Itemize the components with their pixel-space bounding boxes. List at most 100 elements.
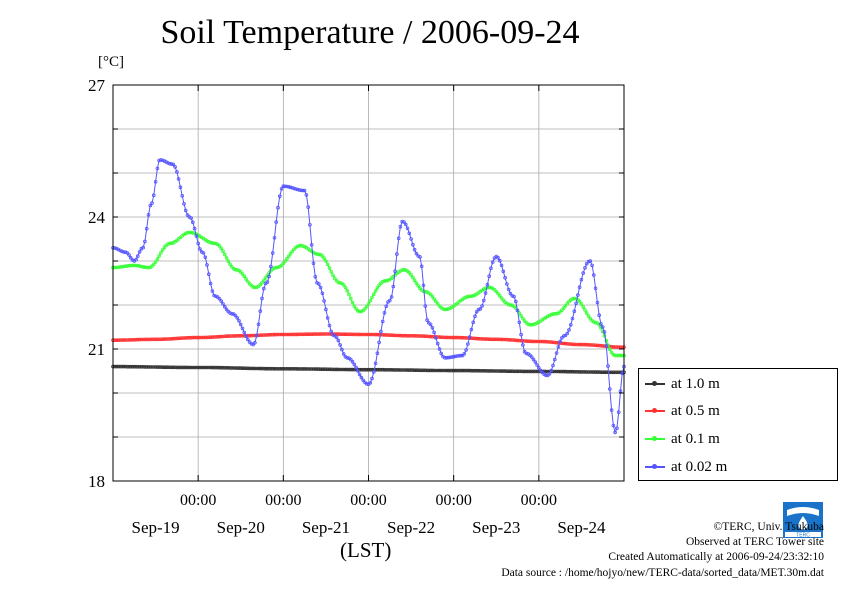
series-point-1 [579, 342, 584, 347]
series-point-3 [418, 255, 422, 259]
series-point-2 [593, 320, 598, 325]
series-point-1 [191, 335, 195, 340]
series-point-0 [223, 365, 227, 370]
series-point-3 [292, 186, 296, 191]
series-point-1 [567, 342, 571, 346]
series-point-2 [336, 280, 341, 285]
series-point-2 [217, 244, 222, 248]
series-point-3 [485, 282, 490, 287]
series-point-1 [462, 335, 467, 340]
series-point-2 [325, 262, 330, 267]
series-point-3 [221, 302, 225, 306]
series-point-2 [356, 308, 360, 313]
series-point-3 [565, 331, 569, 336]
series-point-3 [345, 355, 350, 360]
series-point-0 [428, 368, 433, 373]
y-tick-label: 18 [88, 472, 105, 491]
series-point-1 [384, 333, 389, 337]
series-point-1 [458, 335, 463, 340]
series-point-1 [375, 332, 380, 337]
legend: at 1.0 m at 0.5 m at 0.1 m at 0.02 m [638, 368, 838, 481]
series-point-3 [159, 158, 163, 162]
series-point-0 [318, 367, 323, 372]
series-point-0 [166, 365, 170, 370]
series-point-0 [340, 367, 344, 372]
series-point-2 [583, 308, 587, 312]
series-point-1 [162, 337, 167, 341]
series-point-1 [400, 333, 405, 338]
series-point-1 [235, 333, 240, 338]
series-point-3 [574, 301, 578, 306]
series-point-2 [244, 277, 248, 281]
series-point-0 [389, 367, 394, 372]
series-point-2 [316, 252, 321, 257]
series-point-0 [175, 365, 179, 370]
series-point-1 [180, 336, 185, 340]
series-point-0 [171, 365, 176, 370]
series-point-1 [398, 333, 403, 338]
series-point-1 [501, 337, 506, 342]
series-point-2 [169, 241, 174, 246]
series-point-3 [118, 248, 122, 253]
series-point-1 [201, 335, 206, 340]
series-point-1 [292, 332, 296, 337]
series-point-0 [599, 370, 603, 375]
series-point-3 [556, 344, 561, 349]
series-point-3 [127, 253, 131, 257]
series-point-0 [208, 365, 213, 370]
series-point-1 [476, 336, 481, 341]
series-point-2 [584, 311, 589, 315]
series-point-0 [522, 369, 527, 374]
series-point-1 [164, 337, 169, 341]
series-point-3 [591, 273, 596, 277]
series-point-2 [489, 285, 493, 290]
series-point-2 [494, 289, 499, 294]
series-point-0 [221, 365, 225, 370]
x-date-label: Sep-21 [302, 518, 350, 537]
series-point-3 [561, 334, 566, 338]
series-point-1 [159, 337, 163, 342]
series-point-2 [409, 273, 413, 277]
series-point-1 [261, 333, 266, 337]
series-point-3 [471, 320, 476, 325]
series-point-3 [489, 266, 493, 271]
series-point-3 [428, 322, 433, 327]
series-point-3 [293, 187, 298, 191]
series-point-0 [434, 368, 438, 373]
series-point-2 [297, 243, 302, 248]
series-point-3 [148, 203, 153, 208]
series-point-2 [549, 312, 554, 317]
series-point-3 [611, 423, 616, 428]
series-point-3 [246, 337, 250, 342]
series-point-0 [230, 366, 234, 370]
terc-logo: TERC [783, 502, 823, 538]
series-point-0 [460, 368, 465, 373]
series-point-3 [136, 254, 140, 258]
series-point-1 [315, 332, 319, 336]
series-point-2 [469, 294, 474, 299]
series-point-3 [281, 184, 286, 189]
series-point-1 [446, 335, 451, 340]
series-point-0 [419, 368, 424, 373]
series-point-3 [324, 307, 328, 312]
series-point-1 [153, 337, 158, 342]
series-point-1 [207, 335, 211, 340]
series-point-3 [371, 370, 376, 374]
series-point-0 [469, 368, 474, 373]
series-point-0 [558, 369, 562, 374]
series-point-2 [242, 274, 247, 279]
series-point-0 [556, 369, 561, 374]
series-point-0 [441, 368, 445, 373]
series-point-3 [517, 320, 522, 325]
series-point-0 [261, 366, 266, 371]
series-point-2 [315, 252, 319, 256]
series-point-3 [325, 316, 330, 320]
series-point-2 [363, 306, 367, 311]
series-point-0 [584, 370, 589, 374]
series-point-0 [178, 365, 183, 370]
series-point-0 [545, 369, 550, 374]
series-point-1 [168, 337, 172, 341]
series-point-1 [538, 339, 543, 344]
series-point-2 [366, 302, 371, 306]
series-point-0 [146, 365, 151, 369]
